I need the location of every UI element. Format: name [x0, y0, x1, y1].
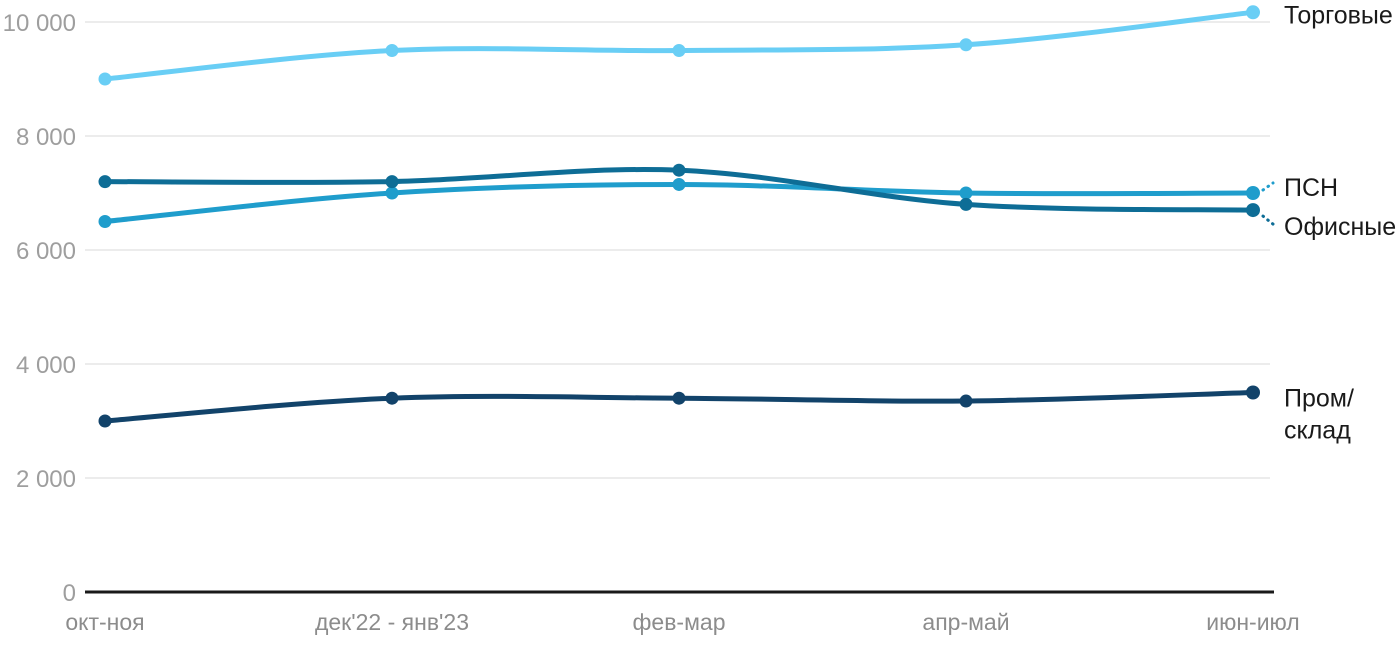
data-point[interactable]	[98, 215, 112, 228]
series-label: Торговые	[1284, 1, 1393, 29]
data-point[interactable]	[1246, 385, 1260, 400]
data-point[interactable]	[672, 391, 686, 405]
y-tick-label: 2 000	[16, 466, 76, 493]
y-tick-label: 8 000	[16, 124, 76, 151]
series-label: Пром/	[1284, 385, 1354, 413]
data-point[interactable]	[672, 163, 686, 177]
data-point[interactable]	[1246, 5, 1260, 20]
data-point[interactable]	[959, 38, 973, 52]
y-tick-label: 6 000	[16, 238, 76, 265]
series-label: Офисные	[1284, 213, 1396, 241]
data-point[interactable]	[98, 72, 112, 86]
data-point[interactable]	[1246, 186, 1260, 200]
series-label: склад	[1284, 417, 1351, 445]
x-tick-label: фев-мар	[633, 609, 726, 635]
x-tick-label: дек'22 - янв'23	[315, 609, 469, 635]
data-point[interactable]	[959, 394, 973, 408]
series-label: ПСН	[1284, 174, 1338, 202]
y-tick-label: 10 000	[3, 10, 76, 37]
y-tick-label: 4 000	[16, 352, 76, 379]
data-point[interactable]	[385, 186, 399, 200]
label-leader-line	[1261, 214, 1275, 226]
data-point[interactable]	[672, 177, 686, 191]
data-point[interactable]	[672, 44, 686, 57]
data-point[interactable]	[959, 186, 973, 200]
data-point[interactable]	[1246, 203, 1260, 218]
x-tick-label: окт-ноя	[65, 609, 144, 635]
data-point[interactable]	[385, 44, 399, 57]
y-tick-label: 0	[63, 580, 76, 607]
data-point[interactable]	[385, 175, 399, 189]
data-point[interactable]	[98, 414, 112, 428]
data-point[interactable]	[959, 197, 973, 211]
x-tick-label: июн-июл	[1206, 609, 1299, 635]
x-tick-label: апр-май	[922, 609, 1009, 635]
data-point[interactable]	[98, 175, 112, 189]
label-leader-line	[1261, 181, 1275, 192]
data-point[interactable]	[385, 391, 399, 405]
